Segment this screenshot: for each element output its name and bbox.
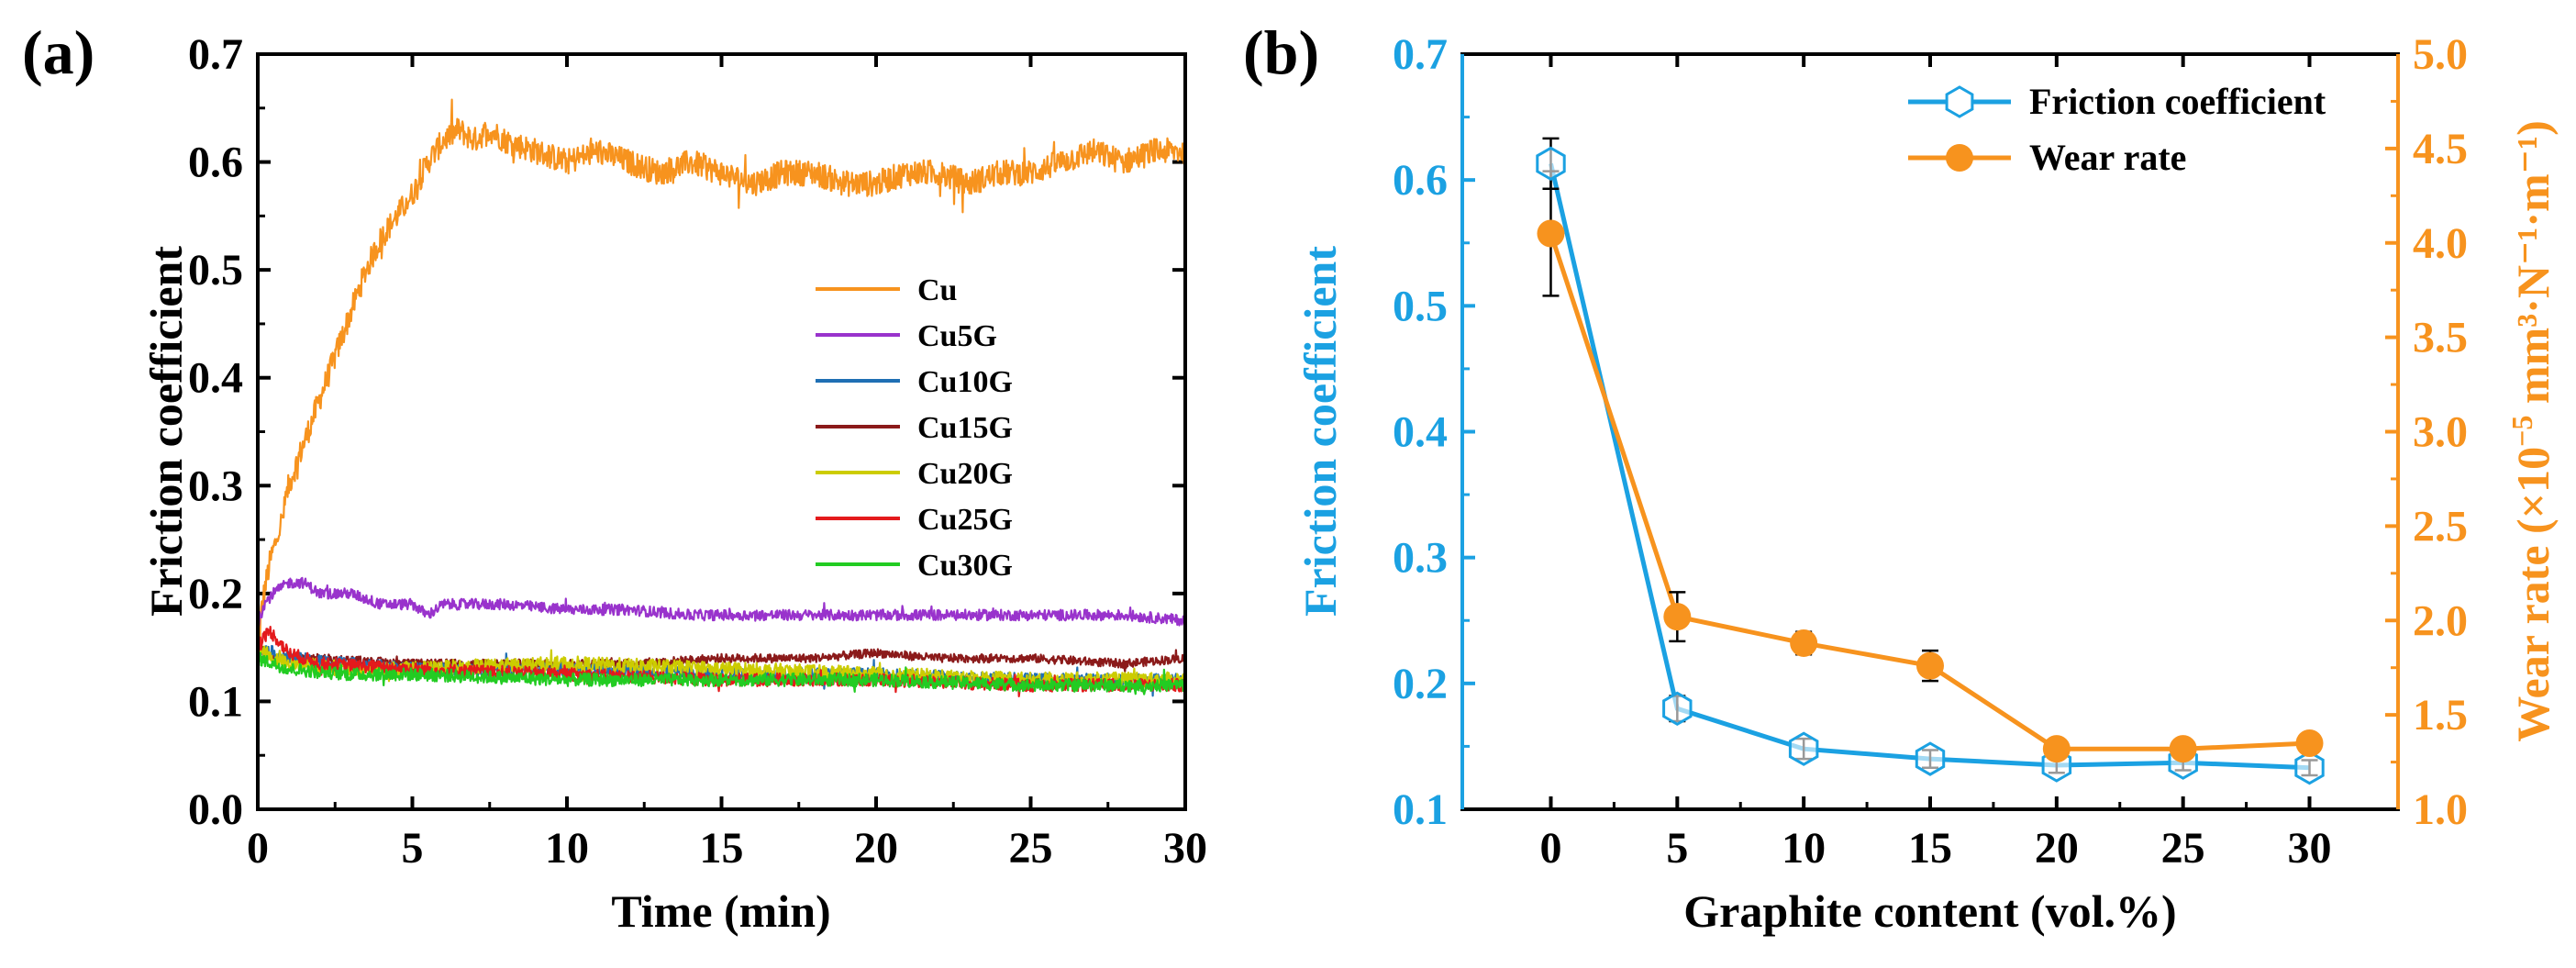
- panel-a-y-tick-label: 0.2: [188, 570, 243, 618]
- panel-a-series: [258, 98, 1185, 698]
- friction-marker: [1536, 146, 1566, 182]
- wear-marker: [2042, 735, 2071, 763]
- panel-a-x-tick-label: 25: [1009, 824, 1053, 873]
- panel-a-x-tick-label: 15: [700, 824, 744, 873]
- panel-b-y-tick-label: 0.3: [1393, 534, 1448, 583]
- legend-label-cu15g: Cu15G: [917, 411, 1013, 445]
- legend-label-cu30g: Cu30G: [917, 549, 1013, 583]
- panel-b-y-tick-label: 0.5: [1393, 282, 1448, 330]
- friction-marker: [1662, 691, 1693, 727]
- panel-b-right-tick-label: 5.0: [2413, 30, 2468, 79]
- wear-marker: [1790, 629, 1818, 657]
- panel-b-y-tick-label: 0.1: [1393, 785, 1448, 834]
- panel-b-legend: Friction coefficient Wear rate: [1908, 81, 2326, 178]
- series-line-cu30g: [258, 651, 1185, 695]
- panel-b-x-tick-label: 0: [1539, 824, 1561, 873]
- panel-b-right-axis-title: Wear rate (×10−5 mm³·N⁻¹·m⁻¹): [2505, 120, 2559, 741]
- legend-marker-friction-coefficient: [1945, 85, 1974, 118]
- legend-label-cu25g: Cu25G: [917, 503, 1013, 537]
- panel-a-x-tick-label: 20: [854, 824, 898, 873]
- panel-b-x-tick-label: 30: [2288, 824, 2332, 873]
- panel-b-right-tick-label: 3.0: [2413, 408, 2468, 457]
- panel-a-label: (a): [22, 17, 94, 87]
- series-line-cu: [258, 98, 1185, 676]
- panel-a-x-axis-title: Time (min): [611, 885, 830, 937]
- panel-a-x-tick-label: 0: [247, 824, 269, 873]
- panel-a-legend: Cu Cu5G Cu10G Cu15G Cu20G Cu25G Cu30G: [816, 273, 1013, 583]
- wear-marker: [1663, 603, 1692, 631]
- legend-label-wear-rate: Wear rate: [2029, 137, 2186, 178]
- panel-b-y-tick-label: 0.7: [1393, 30, 1448, 79]
- panel-a-frame: [256, 52, 1187, 811]
- panel-b-x-tick-label: 25: [2161, 824, 2205, 873]
- wear-marker: [1916, 651, 1944, 680]
- panel-a: (a) 0 5 10 15 20 25 30 0.0 0.1 0.2 0.3 0.4 0.5 0.6 0.7…: [22, 17, 1207, 937]
- panel-a-y-tick-label: 0.5: [188, 246, 243, 295]
- panel-b-label: (b): [1243, 17, 1319, 87]
- legend-label-cu5g: Cu5G: [917, 319, 997, 353]
- panel-b-x-tick-label: 5: [1666, 824, 1688, 873]
- panel-b-right-tick-label: 1.5: [2413, 691, 2468, 740]
- legend-label-cu: Cu: [917, 273, 957, 307]
- panel-a-y-tick-label: 0.3: [188, 462, 243, 510]
- panel-a-ticks: 0 5 10 15 20 25 30 0.0 0.1 0.2 0.3 0.4 0.5 0.6 0.7: [188, 30, 1207, 873]
- panel-a-y-axis-title: Friction coefficient: [140, 246, 192, 617]
- series-line-cu5g: [258, 576, 1185, 630]
- panel-b-right-tick-label: 2.0: [2413, 596, 2468, 645]
- panel-a-y-tick-label: 0.7: [188, 30, 243, 79]
- panel-a-y-tick-label: 0.1: [188, 677, 243, 726]
- panel-a-y-tick-label: 0.0: [188, 785, 243, 834]
- panel-b-right-tick-label: 3.5: [2413, 314, 2468, 362]
- panel-b: (b) 0 5 10 15 20 25 30 0.1 0.2 0.3 0.4 0.5 0.6 0.7 1.0…: [1243, 17, 2559, 937]
- panel-b-right-tick-label: 2.5: [2413, 502, 2468, 551]
- legend-label-friction-coefficient: Friction coefficient: [2029, 81, 2326, 122]
- friction-marker: [1915, 741, 1946, 776]
- panel-a-x-tick-label: 5: [402, 824, 424, 873]
- wear-marker: [2295, 729, 2324, 757]
- panel-b-right-tick-label: 1.0: [2413, 785, 2468, 834]
- panel-a-y-tick-label: 0.6: [188, 139, 243, 187]
- friction-marker: [1788, 731, 1819, 766]
- panel-b-x-tick-label: 10: [1782, 824, 1826, 873]
- panel-b-series: [1536, 137, 2325, 785]
- panel-b-y-axis-title: Friction coefficient: [1294, 246, 1346, 617]
- panel-b-right-tick-label: 4.5: [2413, 125, 2468, 173]
- legend-label-cu20g: Cu20G: [917, 457, 1013, 491]
- panel-b-y-tick-label: 0.6: [1393, 156, 1448, 205]
- panel-b-x-tick-label: 20: [2035, 824, 2079, 873]
- panel-a-y-tick-label: 0.4: [188, 354, 243, 403]
- wear-marker: [2169, 735, 2197, 763]
- legend-label-cu10g: Cu10G: [917, 365, 1013, 399]
- panel-b-y-tick-label: 0.2: [1393, 660, 1448, 708]
- panel-a-x-tick-label: 30: [1163, 824, 1207, 873]
- panel-a-x-tick-label: 10: [545, 824, 589, 873]
- legend-marker-wear-rate: [1946, 144, 1973, 172]
- panel-b-x-tick-label: 15: [1908, 824, 1952, 873]
- panel-b-right-tick-label: 4.0: [2413, 219, 2468, 268]
- panel-b-x-axis-title: Graphite content (vol.%): [1683, 885, 2176, 937]
- friction-marker: [2294, 750, 2325, 785]
- wear-marker: [1537, 219, 1565, 248]
- panel-b-y-tick-label: 0.4: [1393, 408, 1448, 457]
